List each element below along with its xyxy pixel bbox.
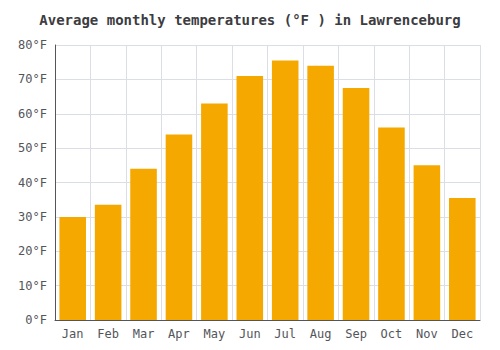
svg-text:30°F: 30°F (18, 210, 47, 224)
svg-text:10°F: 10°F (18, 279, 47, 293)
svg-text:Average monthly temperatures (: Average monthly temperatures (°F ) in La… (39, 12, 460, 28)
svg-text:Jul: Jul (274, 327, 296, 341)
svg-text:Jun: Jun (239, 327, 261, 341)
svg-text:Aug: Aug (310, 327, 332, 341)
svg-text:40°F: 40°F (18, 176, 47, 190)
svg-text:20°F: 20°F (18, 244, 47, 258)
svg-text:80°F: 80°F (18, 38, 47, 52)
svg-text:Sep: Sep (345, 327, 367, 341)
svg-text:Mar: Mar (133, 327, 155, 341)
svg-text:Jan: Jan (62, 327, 84, 341)
svg-text:70°F: 70°F (18, 72, 47, 86)
svg-text:Dec: Dec (451, 327, 473, 341)
svg-text:60°F: 60°F (18, 107, 47, 121)
svg-text:Oct: Oct (381, 327, 403, 341)
svg-text:May: May (204, 327, 226, 341)
svg-text:0°F: 0°F (25, 313, 47, 327)
svg-text:Feb: Feb (97, 327, 119, 341)
svg-text:50°F: 50°F (18, 141, 47, 155)
svg-text:Apr: Apr (168, 327, 190, 341)
svg-text:Nov: Nov (416, 327, 438, 341)
